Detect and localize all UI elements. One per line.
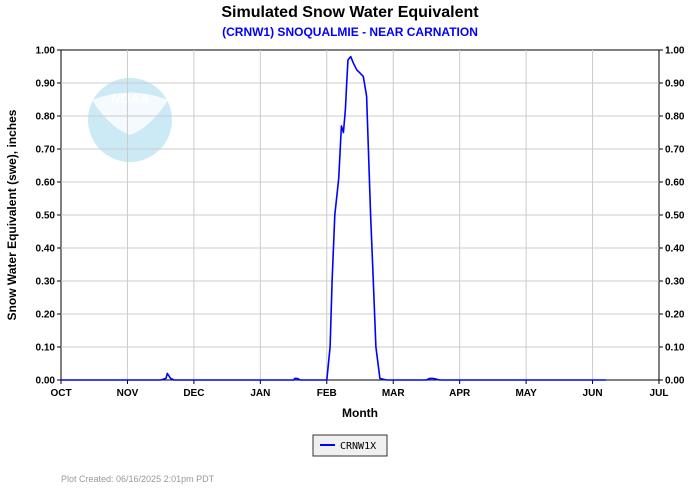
noaa-logo-text: NOAA — [111, 91, 149, 106]
legend-label-crnw1x: CRNW1X — [340, 441, 376, 452]
x-tick-label: MAR — [382, 388, 406, 399]
y-tick-label-left: 0.50 — [36, 211, 56, 222]
y-tick-label-right: 0.80 — [665, 112, 685, 123]
x-tick-label: DEC — [183, 388, 204, 399]
plot-created-note: Plot Created: 06/16/2025 2:01pm PDT — [61, 474, 215, 484]
x-tick-label: OCT — [50, 388, 71, 399]
noaa-logo-circle — [88, 78, 172, 162]
x-tick-label: JUL — [650, 388, 669, 399]
legend-box — [312, 434, 388, 457]
x-tick-label: FEB — [317, 388, 337, 399]
y-tick-label-left: 1.00 — [36, 46, 56, 57]
x-tick-label: NOV — [117, 388, 139, 399]
series-layer — [61, 55, 606, 381]
y-tick-label-right: 0.90 — [665, 79, 685, 90]
legend: CRNW1X — [312, 434, 388, 457]
y-tick-label-right: 0.30 — [665, 277, 685, 288]
x-axis-ticks: OCT NOV DEC JAN FEB MAR APR MAY JUN JUL — [50, 380, 668, 399]
noaa-logo-watermark: NOAA — [88, 78, 172, 162]
y-tick-label-right: 0.10 — [665, 343, 685, 354]
grid-lines — [61, 50, 659, 380]
y-axis-title: Snow Water Equivalent (swe), inches — [5, 109, 19, 320]
noaa-logo-bird — [92, 92, 168, 135]
y-tick-label-left: 0.30 — [36, 277, 56, 288]
y-tick-label-right: 1.00 — [665, 46, 685, 57]
x-tick-label: JAN — [250, 388, 270, 399]
y-tick-label-right: 0.40 — [665, 244, 685, 255]
y-tick-label-right: 0.20 — [665, 310, 685, 321]
y-tick-label-right: 0.70 — [665, 145, 685, 156]
x-axis-title: Month — [342, 406, 378, 420]
x-tick-label: MAY — [515, 388, 537, 399]
x-tick-label: JUN — [583, 388, 603, 399]
y-tick-label-left: 0.20 — [36, 310, 56, 321]
chart-title: Simulated Snow Water Equivalent — [221, 4, 479, 21]
y-tick-label-right: 0.50 — [665, 211, 685, 222]
chart-subtitle: (CRNW1) SNOQUALMIE - NEAR CARNATION — [222, 25, 478, 39]
series-line-crnw1x — [61, 55, 606, 381]
y-tick-label-left: 0.70 — [36, 145, 56, 156]
y-tick-label-left: 0.90 — [36, 79, 56, 90]
y-tick-label-left: 0.00 — [36, 376, 56, 387]
y-tick-label-left: 0.10 — [36, 343, 56, 354]
y-axis-right-ticks: 0.00 0.10 0.20 0.30 0.40 0.50 0.60 0.70 0.80 0.90… — [659, 46, 685, 387]
y-tick-label-right: 0.00 — [665, 376, 685, 387]
y-tick-label-left: 0.80 — [36, 112, 56, 123]
y-tick-label-left: 0.40 — [36, 244, 56, 255]
y-tick-label-left: 0.60 — [36, 178, 56, 189]
x-tick-label: APR — [449, 388, 471, 399]
y-tick-label-right: 0.60 — [665, 178, 685, 189]
y-axis-left-ticks: 0.00 0.10 0.20 0.30 0.40 0.50 0.60 0.70 0.80 0.90… — [36, 46, 61, 387]
